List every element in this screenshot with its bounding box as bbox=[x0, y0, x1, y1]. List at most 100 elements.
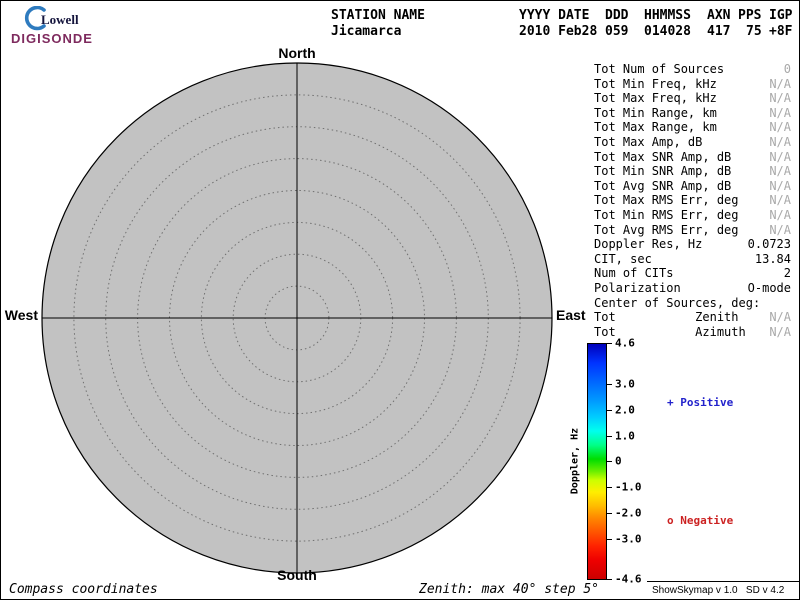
header-igp-label: IGP bbox=[769, 8, 793, 23]
stat-value: N/A bbox=[769, 105, 791, 120]
stat-row: Tot Azimuth N/A bbox=[594, 325, 791, 340]
compass-label-west: West bbox=[4, 307, 38, 323]
stat-row: Tot Max Amp, dB N/A bbox=[594, 135, 791, 150]
header-pps-value: 75 bbox=[746, 24, 762, 39]
logo-brand-bottom: DIGISONDE bbox=[11, 31, 93, 46]
colorbar-tick: 1.0 bbox=[615, 429, 635, 443]
colorbar-tick: -4.6 bbox=[615, 572, 642, 586]
header-date-label: YYYY DATE bbox=[519, 8, 590, 23]
stat-label: Tot Zenith bbox=[594, 310, 739, 325]
stat-value: 0 bbox=[783, 62, 791, 76]
stat-label: CIT, sec bbox=[594, 251, 652, 266]
stat-value: N/A bbox=[769, 164, 791, 179]
colorbar-tick: 0 bbox=[615, 454, 622, 468]
compass-label-east: East bbox=[556, 307, 586, 323]
logo-brand-top: Lowell bbox=[41, 12, 79, 27]
stat-value: N/A bbox=[769, 178, 791, 193]
stat-value: 2 bbox=[783, 266, 791, 281]
stat-row: Tot Max Range, km N/A bbox=[594, 120, 791, 135]
stat-value: N/A bbox=[769, 134, 791, 149]
stat-label: Tot Max RMS Err, deg bbox=[594, 193, 739, 208]
stat-value: N/A bbox=[769, 120, 791, 135]
stat-label: Tot Num of Sources bbox=[594, 62, 725, 76]
stat-label: Tot Max SNR Amp, dB bbox=[594, 149, 732, 164]
colorbar-tick: -3.0 bbox=[615, 532, 642, 546]
header-station-label: STATION NAME bbox=[331, 8, 425, 23]
stat-label: Doppler Res, Hz bbox=[594, 237, 703, 252]
stat-row: Tot Num of Sources 0 bbox=[594, 62, 791, 77]
stat-value: N/A bbox=[769, 91, 791, 106]
stat-value: N/A bbox=[769, 76, 791, 91]
stat-row: Polarization O-mode bbox=[594, 281, 791, 296]
header-axn-value: 417 bbox=[707, 24, 731, 39]
legend-negative: o Negative bbox=[667, 514, 733, 527]
colorbar-gradient bbox=[587, 343, 607, 580]
header-hhmmss-label: HHMMSS bbox=[644, 8, 691, 23]
stat-value: N/A bbox=[769, 324, 791, 339]
legend-positive: + Positive bbox=[667, 396, 733, 409]
stats-panel: Tot Num of Sources 0 Tot Min Freq, kHz N/A… bbox=[594, 62, 791, 339]
crosshair-axes bbox=[42, 63, 552, 573]
header-ddd-value: 059 bbox=[605, 24, 629, 39]
stat-row: Tot Max RMS Err, deg N/A bbox=[594, 193, 791, 208]
stat-row: Center of Sources, deg: bbox=[594, 296, 791, 311]
stat-value: N/A bbox=[769, 310, 791, 325]
stat-label: Tot Max Range, km bbox=[594, 120, 717, 135]
stat-row: Tot Min Range, km N/A bbox=[594, 106, 791, 121]
legend-negative-label: Negative bbox=[680, 514, 734, 527]
header-igp-value: +8F bbox=[769, 24, 793, 39]
stat-value: N/A bbox=[769, 193, 791, 208]
compass-label-north: North bbox=[278, 45, 316, 61]
digisonde-logo: Lowell DIGISONDE bbox=[11, 6, 121, 50]
stat-row: Tot Min RMS Err, deg N/A bbox=[594, 208, 791, 223]
stat-label: Tot Azimuth bbox=[594, 324, 746, 339]
stat-row: Tot Min SNR Amp, dB N/A bbox=[594, 164, 791, 179]
colorbar-axis-label: Doppler, Hz bbox=[569, 427, 581, 495]
stat-label: Tot Avg RMS Err, deg bbox=[594, 222, 739, 237]
zenith-note: Zenith: max 40° step 5° bbox=[419, 582, 600, 597]
colorbar-tick: 2.0 bbox=[615, 403, 635, 417]
compass-label-south: South bbox=[277, 567, 317, 583]
stat-label: Tot Avg SNR Amp, dB bbox=[594, 178, 732, 193]
stat-label: Center of Sources, deg: bbox=[594, 295, 761, 310]
stat-value: 0.0723 bbox=[747, 237, 791, 252]
stat-row: Tot Min Freq, kHz N/A bbox=[594, 77, 791, 92]
stat-label: Tot Min SNR Amp, dB bbox=[594, 164, 732, 179]
stat-row: Tot Zenith N/A bbox=[594, 310, 791, 325]
header-date-value: 2010 Feb28 bbox=[519, 24, 598, 39]
stat-label: Tot Min RMS Err, deg bbox=[594, 207, 739, 222]
stat-label: Tot Min Freq, kHz bbox=[594, 76, 717, 91]
footer-divider bbox=[647, 581, 799, 582]
stat-value: N/A bbox=[769, 207, 791, 222]
logo-swoosh-icon bbox=[24, 6, 46, 31]
header-pps-label: PPS bbox=[738, 8, 762, 23]
header-axn-label: AXN bbox=[707, 8, 731, 23]
stat-label: Tot Min Range, km bbox=[594, 105, 717, 120]
stat-row: Tot Avg RMS Err, deg N/A bbox=[594, 223, 791, 238]
stat-value: O-mode bbox=[747, 280, 791, 295]
plus-marker-icon: + bbox=[667, 396, 674, 409]
stat-row: Tot Max SNR Amp, dB N/A bbox=[594, 150, 791, 165]
stat-label: Num of CITs bbox=[594, 266, 674, 281]
stat-row: CIT, sec 13.84 bbox=[594, 252, 791, 267]
header-hhmmss-value: 014028 bbox=[644, 24, 691, 39]
stat-row: Doppler Res, Hz 0.0723 bbox=[594, 237, 791, 252]
version-text: ShowSkymap v 1.0 SD v 4.2 bbox=[652, 585, 785, 596]
colorbar-tick: 3.0 bbox=[615, 377, 635, 391]
stat-value: N/A bbox=[769, 222, 791, 237]
stat-label: Tot Max Freq, kHz bbox=[594, 91, 717, 106]
colorbar-tick: -1.0 bbox=[615, 480, 642, 494]
stat-row: Tot Max Freq, kHz N/A bbox=[594, 91, 791, 106]
stat-value: 13.84 bbox=[754, 251, 791, 266]
stat-row: Num of CITs 2 bbox=[594, 266, 791, 281]
colorbar-tick: -2.0 bbox=[615, 506, 642, 520]
colorbar-tick: 4.6 bbox=[615, 336, 635, 350]
stat-label: Polarization bbox=[594, 280, 681, 295]
coordinates-note: Compass coordinates bbox=[9, 582, 158, 597]
stat-label: Tot Max Amp, dB bbox=[594, 134, 703, 149]
legend-positive-label: Positive bbox=[680, 396, 734, 409]
skymap-polar-plot bbox=[41, 62, 553, 574]
stat-row: Tot Avg SNR Amp, dB N/A bbox=[594, 179, 791, 194]
doppler-colorbar: 4.6 3.0 2.0 1.0 0 -1.0 -2.0 -3.0 -4.6 bbox=[587, 337, 657, 586]
